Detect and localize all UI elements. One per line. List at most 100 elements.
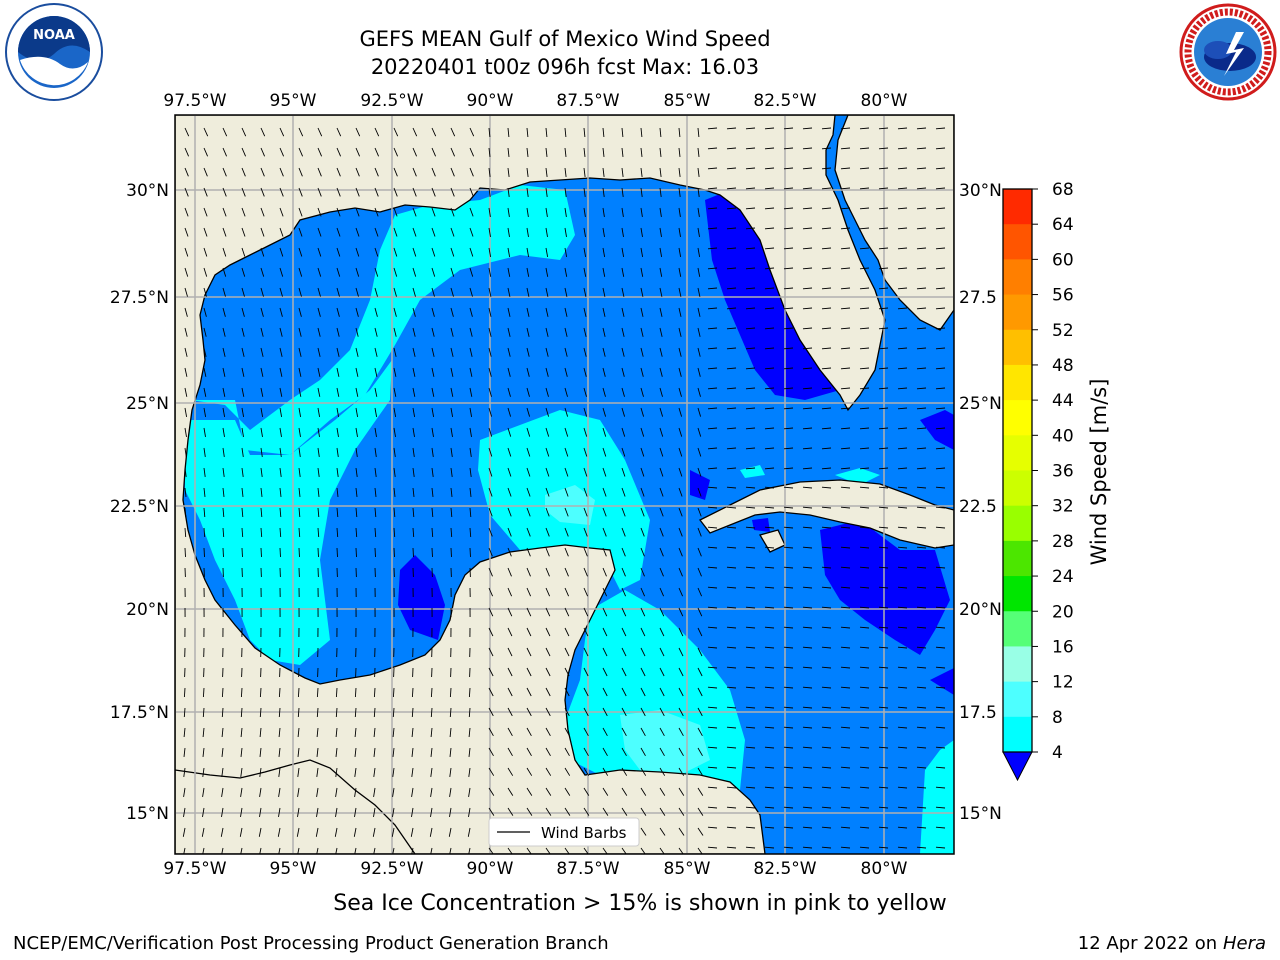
wind-barb [317, 467, 320, 477]
wind-barb [488, 767, 495, 776]
wind-barb [783, 746, 794, 749]
wind-barb [298, 147, 304, 157]
wind-barb [783, 606, 794, 609]
wind-barb [802, 367, 813, 370]
wind-barb [764, 307, 775, 310]
wind-barb [821, 666, 832, 669]
wind-barb [374, 187, 379, 197]
wind-barb [241, 227, 246, 237]
wind-barb [583, 367, 587, 377]
wind-barb [317, 547, 319, 558]
wind-barb [764, 486, 775, 489]
wind-barb [745, 706, 756, 709]
wind-barb [564, 807, 571, 816]
wind-barb [707, 187, 718, 190]
wind-barb [602, 527, 607, 537]
wind-barb [336, 527, 339, 538]
wind-barb [260, 327, 264, 337]
wind-barb [840, 726, 851, 729]
wind-barb [488, 707, 494, 717]
wind-barb [726, 486, 737, 489]
wind-barb [621, 847, 627, 854]
wind-barb [222, 207, 227, 217]
wind-barb [583, 627, 589, 637]
wind-barb [935, 207, 946, 210]
wind-barb [802, 387, 813, 390]
wind-barb [678, 767, 685, 776]
wind-barb [935, 247, 946, 250]
wind-barb [316, 787, 319, 797]
wind-barb [678, 487, 683, 497]
wind-barb [469, 127, 475, 137]
wind-barb [602, 427, 607, 437]
wind-barb [583, 687, 589, 697]
wind-barb [659, 827, 666, 836]
wind-barb [583, 847, 589, 854]
wind-barb [764, 846, 775, 849]
wind-barb [659, 587, 665, 597]
wind-barb [678, 787, 685, 796]
wind-barb [354, 787, 357, 797]
wind-barb [507, 687, 513, 697]
wind-barb [602, 287, 606, 297]
wind-barb [802, 586, 813, 589]
wind-barb [859, 526, 870, 529]
wind-barb [450, 247, 455, 257]
wind-barb [621, 127, 624, 138]
wind-barb [745, 167, 756, 170]
wind-barb [802, 447, 813, 450]
wind-barb [431, 167, 436, 177]
wind-barb [840, 626, 851, 629]
wind-barb [355, 527, 358, 538]
wind-barb [802, 247, 813, 250]
wind-barb [431, 427, 434, 437]
wind-barb [821, 127, 832, 130]
wind-barb [184, 147, 190, 157]
wind-barb [621, 527, 626, 537]
wind-barb [526, 647, 532, 657]
wind-barb [678, 747, 684, 757]
wind-barb [564, 427, 569, 437]
wind-barb [507, 567, 512, 577]
wind-barb [707, 706, 718, 709]
wind-barb [393, 327, 397, 337]
wind-barb [935, 746, 946, 749]
lon-label: 92.5°W [360, 91, 423, 111]
wind-barb [431, 367, 435, 377]
lat-label: 30°N [126, 181, 169, 201]
wind-barb [412, 287, 416, 297]
wind-barb [468, 807, 471, 817]
wind-barb [317, 207, 322, 217]
wind-barb [507, 707, 513, 717]
wind-barb [583, 747, 589, 757]
lat-label: 22.5°N [110, 497, 169, 517]
colorbar-tick-label: 64 [1052, 215, 1074, 235]
wind-barb [507, 207, 510, 217]
wind-barb [640, 507, 645, 517]
wind-barb [564, 447, 569, 457]
colorbar-tick-label: 36 [1052, 462, 1074, 482]
wind-barb [488, 727, 494, 737]
wind-barb [393, 427, 396, 437]
wind-barb [260, 187, 265, 197]
wind-barb [783, 846, 794, 849]
wind-barb [859, 586, 870, 589]
wind-barb [526, 227, 529, 237]
wind-barb [659, 547, 664, 557]
lon-label: 82.5°W [753, 859, 816, 879]
wind-barb [697, 387, 701, 397]
wind-barb [783, 327, 794, 330]
wind-barb [297, 767, 300, 777]
wind-barb [393, 147, 399, 157]
wind-barb [878, 626, 889, 629]
colorbar-tick-label: 48 [1052, 356, 1074, 376]
wind-barb [374, 147, 380, 157]
wind-barb [335, 747, 338, 757]
wind-barb [745, 786, 756, 789]
wind-barb [678, 407, 683, 417]
wind-barb [659, 767, 666, 776]
wind-barb [878, 387, 889, 390]
wind-barb [602, 807, 609, 816]
wind-barb [678, 147, 681, 157]
wind-barb [878, 726, 889, 729]
